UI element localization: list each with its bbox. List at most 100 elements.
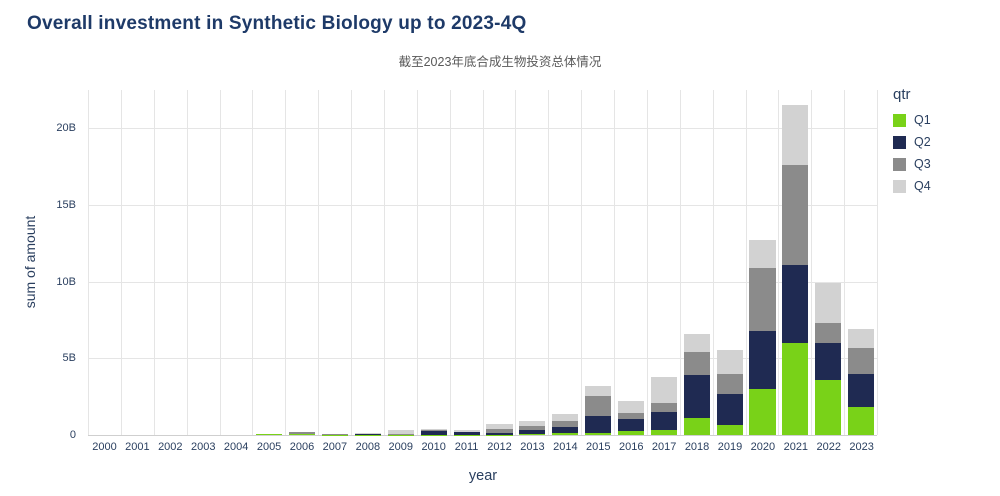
legend-item-q2[interactable]: Q2	[893, 135, 931, 149]
legend-swatch-q1	[893, 113, 906, 127]
legend-item-q1[interactable]: Q1	[893, 113, 931, 127]
x-tick-labels: 2000 2001 2002 2003 2004 2005 2006 2007 2008 2009…	[88, 441, 878, 453]
y-tick-label: 15B	[56, 199, 76, 211]
bar-stack	[289, 431, 316, 435]
bar-segment-q4	[617, 401, 644, 413]
legend-item-q4[interactable]: Q4	[893, 179, 931, 193]
bar-segment-q1	[749, 389, 776, 435]
x-tick-label: 2012	[487, 441, 512, 453]
bar-segment-q3	[815, 323, 842, 344]
x-axis-title: year	[468, 468, 498, 484]
x-tick-label: 2002	[158, 441, 183, 453]
bar-segment-q3	[782, 165, 809, 265]
bar-column-2010	[416, 90, 450, 435]
bar-stack	[486, 424, 513, 435]
y-axis-title: sum of amount	[22, 215, 38, 309]
bar-segment-q3	[683, 352, 710, 376]
bar-segment-q2	[420, 430, 447, 435]
bar-stack	[585, 385, 612, 435]
bar-segment-q3	[716, 374, 743, 395]
bar-segment-q4	[716, 349, 743, 375]
bar-segment-q2	[585, 415, 612, 433]
bar-column-2013	[515, 90, 548, 435]
bar-segment-q1	[716, 425, 743, 435]
legend-item-q3[interactable]: Q3	[893, 157, 931, 171]
x-tick-label: 2013	[520, 441, 545, 453]
y-tick-label: 20B	[56, 122, 76, 135]
bar-segment-q4	[585, 385, 612, 396]
bar-column-2019	[712, 90, 746, 435]
bar-column-2021	[778, 90, 811, 435]
bar-segment-q4	[420, 429, 447, 431]
bar-segment-q3	[585, 395, 612, 416]
bar-segment-q1	[552, 433, 579, 435]
bar-segment-q4	[289, 431, 316, 433]
x-tick-label: 2010	[421, 441, 446, 453]
bar-stack	[453, 430, 480, 435]
bar-column-2020	[745, 90, 779, 435]
bar-column-2004	[219, 90, 253, 435]
bar-segment-q2	[683, 375, 710, 419]
bar-column-2017	[646, 90, 680, 435]
bar-segment-q3	[289, 432, 316, 434]
legend-items: Q1 Q2 Q3 Q4	[893, 113, 931, 193]
bar-stack	[617, 401, 644, 435]
y-tick-label: 10B	[56, 275, 76, 288]
bar-stack	[387, 429, 414, 435]
bar-column-2016	[614, 90, 647, 435]
bar-segment-q3	[848, 347, 875, 374]
bar-segment-q1	[683, 418, 710, 435]
x-tick-label: 2018	[684, 441, 710, 453]
bar-segment-q4	[552, 414, 579, 422]
bar-column-2003	[186, 90, 220, 435]
bar-column-2009	[383, 90, 417, 435]
h-gridline	[88, 435, 877, 436]
legend-label: Q2	[914, 135, 931, 149]
bars-container	[88, 90, 877, 435]
x-tick-label: 2020	[750, 441, 776, 453]
bar-segment-q1	[617, 431, 644, 435]
x-tick-label: 2009	[388, 441, 413, 453]
bar-stack	[322, 433, 349, 435]
bar-segment-q2	[486, 433, 513, 435]
legend-swatch-q3	[893, 157, 906, 171]
bar-segment-q3	[650, 402, 677, 413]
y-tick-label: 0	[69, 429, 76, 441]
legend-label: Q3	[914, 157, 931, 171]
bar-segment-q3	[453, 431, 480, 433]
bar-segment-q4	[453, 430, 480, 432]
bar-segment-q1	[848, 407, 875, 435]
bar-segment-q1	[650, 430, 677, 435]
bar-segment-q2	[848, 373, 875, 408]
bar-column-2014	[548, 90, 581, 435]
legend: qtr Q1 Q2 Q3 Q4	[893, 86, 931, 201]
bar-segment-q4	[387, 429, 414, 434]
x-tick-label: 2017	[651, 441, 677, 453]
plot-area	[88, 90, 878, 436]
bar-segment-q2	[519, 430, 546, 435]
bar-column-2018	[679, 90, 713, 435]
x-tick-label: 2014	[553, 441, 578, 453]
bar-segment-q4	[519, 421, 546, 426]
bar-segment-q2	[782, 264, 809, 343]
x-tick-label: 2019	[717, 441, 743, 453]
x-tick-label: 2003	[190, 441, 216, 453]
y-tick-label: 5B	[62, 352, 76, 365]
bar-segment-q4	[683, 333, 710, 353]
bar-column-2005	[252, 90, 285, 435]
bar-segment-q3	[387, 433, 414, 435]
bar-stack	[815, 283, 842, 435]
x-tick-label: 2006	[289, 441, 315, 453]
x-tick-label: 2021	[783, 441, 809, 453]
bar-segment-q2	[815, 343, 842, 380]
x-tick-label: 2000	[92, 441, 117, 453]
x-tick-label: 2005	[256, 441, 282, 453]
x-tick-label: 2023	[849, 441, 874, 453]
bar-segment-q4	[848, 329, 875, 348]
bar-segment-q3	[749, 267, 776, 331]
legend-label: Q4	[914, 179, 931, 193]
bar-segment-q1	[519, 434, 546, 435]
bar-column-2015	[581, 90, 614, 435]
bar-column-2008	[351, 90, 384, 435]
chart-title: Overall investment in Synthetic Biology …	[27, 13, 527, 34]
